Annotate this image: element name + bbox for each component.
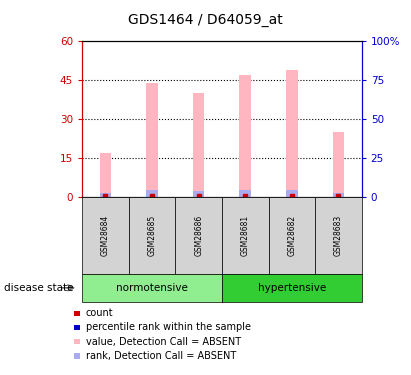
Text: GSM28681: GSM28681 [241, 215, 250, 256]
Bar [146, 190, 158, 197]
Text: normotensive: normotensive [116, 283, 188, 293]
Bar [286, 70, 298, 197]
Text: GDS1464 / D64059_at: GDS1464 / D64059_at [128, 13, 283, 27]
Text: hypertensive: hypertensive [258, 283, 326, 293]
Text: GSM28682: GSM28682 [287, 215, 296, 256]
Text: rank, Detection Call = ABSENT: rank, Detection Call = ABSENT [86, 351, 236, 361]
Bar [240, 75, 251, 197]
Bar [100, 153, 111, 197]
Bar [193, 191, 205, 197]
Text: disease state: disease state [4, 283, 74, 293]
Bar [332, 193, 344, 197]
Text: percentile rank within the sample: percentile rank within the sample [86, 322, 251, 332]
Bar [100, 193, 111, 197]
Text: GSM28684: GSM28684 [101, 214, 110, 256]
Bar [240, 190, 251, 197]
Bar [146, 83, 158, 197]
Text: GSM28685: GSM28685 [148, 214, 157, 256]
Bar [193, 93, 205, 197]
Text: count: count [86, 308, 113, 318]
Text: GSM28686: GSM28686 [194, 214, 203, 256]
Bar [286, 190, 298, 197]
Bar [332, 132, 344, 197]
Text: value, Detection Call = ABSENT: value, Detection Call = ABSENT [86, 337, 241, 346]
Text: GSM28683: GSM28683 [334, 214, 343, 256]
